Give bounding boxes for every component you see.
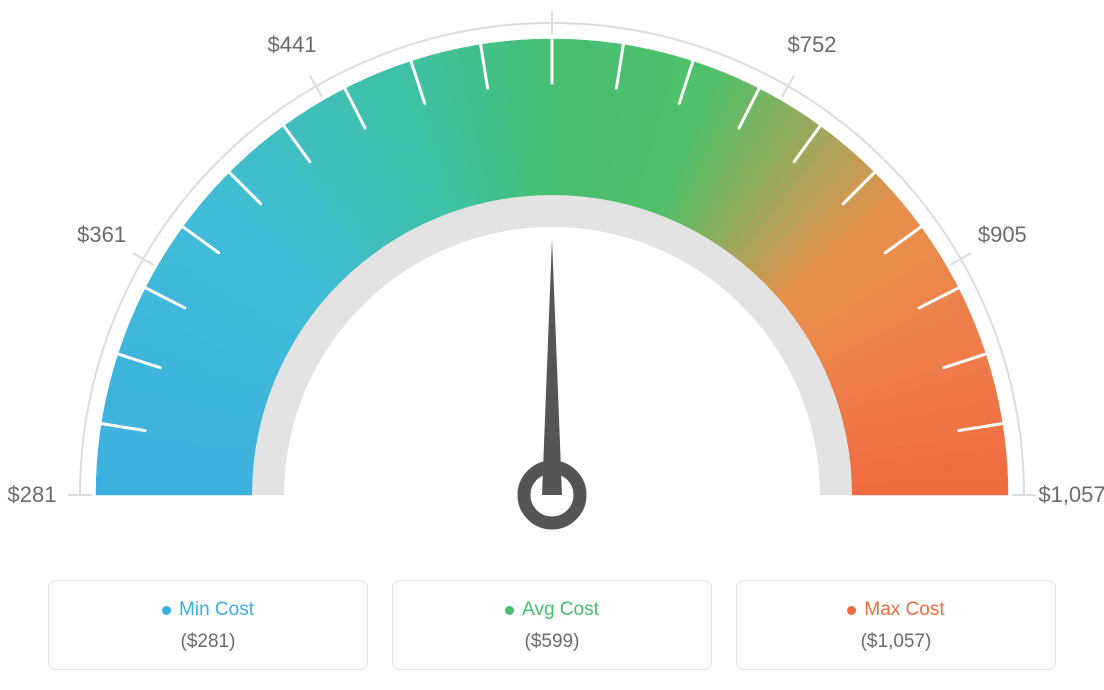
dot-icon [847,606,856,615]
legend-value-max: ($1,057) [747,631,1045,653]
dot-icon [505,606,514,615]
dot-icon [162,606,171,615]
gauge-tick-label: $752 [788,32,837,58]
legend-card-avg: Avg Cost ($599) [392,580,712,670]
legend-value-min: ($281) [59,631,357,653]
gauge-chart: $281$361$441$599$752$905$1,057 [0,0,1104,560]
legend-card-max: Max Cost ($1,057) [736,580,1056,670]
gauge-tick-label: $361 [77,222,126,248]
gauge-tick-label: $1,057 [1038,482,1104,508]
legend-title-text: Avg Cost [522,599,599,621]
legend-value-avg: ($599) [403,631,701,653]
gauge-tick-label: $441 [268,32,317,58]
legend-card-min: Min Cost ($281) [48,580,368,670]
legend-title-min: Min Cost [162,599,254,621]
legend-title-text: Max Cost [864,599,944,621]
gauge-tick-label: $281 [8,482,57,508]
legend-title-max: Max Cost [847,599,944,621]
gauge-tick-label: $905 [978,222,1027,248]
legend-title-text: Min Cost [179,599,254,621]
legend-row: Min Cost ($281) Avg Cost ($599) Max Cost… [0,580,1104,670]
gauge-svg [0,0,1104,560]
legend-title-avg: Avg Cost [505,599,599,621]
